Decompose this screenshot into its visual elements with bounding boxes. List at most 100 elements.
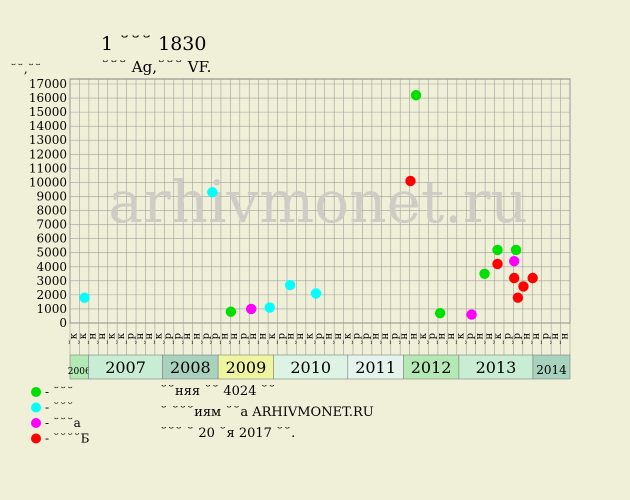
year-label: 2006: [68, 367, 91, 377]
note-line: ꙾꙾꙾ ꙾ 20 ꙾я 2017 ꙾꙾.: [160, 426, 295, 441]
data-point: [246, 303, 257, 315]
y-tick-label: 0: [59, 316, 67, 330]
x-tick-label: ꙾н: [531, 332, 542, 345]
x-tick-label: ꙾р: [125, 333, 136, 345]
legend-marker: [31, 418, 41, 428]
x-tick-label: ꙾н: [182, 332, 193, 345]
legend-marker: [31, 433, 41, 444]
data-point: [492, 244, 503, 256]
year-label: 2009: [226, 358, 267, 377]
x-tick-label: ꙾р: [361, 333, 372, 345]
data-point: [492, 258, 503, 270]
y-tick-label: 8000: [36, 204, 67, 218]
x-axis: ꙾к꙾к꙾н꙾н꙾к꙾к꙾р꙾н꙾н꙾к꙾р꙾р꙾н꙾н꙾р꙾р꙾н꙾н꙾р꙾н…: [69, 332, 571, 345]
data-point: [508, 272, 520, 284]
notes: ꙾꙾няя ꙾꙾ 4024 ꙾꙾ ꙾ ꙾꙾꙾иям ꙾꙾а ARHIVMONET.…: [160, 384, 374, 441]
y-tick-label: 11000: [29, 161, 67, 175]
data-point: [264, 302, 275, 313]
grid: [69, 79, 571, 355]
year-band: [458, 354, 534, 380]
x-tick-label: ꙾н: [286, 332, 297, 345]
y-tick-label: 4000: [36, 260, 67, 274]
legend-label: - ꙾꙾꙾: [45, 385, 74, 399]
x-tick-label: ꙾р: [540, 333, 551, 345]
year-band: [403, 354, 460, 380]
x-tick-label: ꙾р: [465, 333, 476, 345]
x-tick-label: ꙾р: [210, 333, 221, 345]
y-tick-label: 13000: [29, 133, 67, 147]
x-tick-label: ꙾к: [305, 332, 316, 345]
legend-marker: [31, 402, 41, 413]
x-tick-label: ꙾р: [172, 333, 183, 345]
y-tick-label: 9000: [36, 189, 67, 203]
y-tick-label: 16000: [29, 91, 67, 105]
x-tick-label: ꙾н: [522, 332, 533, 345]
x-tick-label: ꙾р: [314, 333, 325, 345]
x-tick-label: ꙾р: [503, 333, 514, 345]
data-point: [310, 288, 322, 299]
x-tick-label: ꙾н: [371, 332, 382, 345]
chart-subtitle: ꙾꙾꙾ Ag,꙾꙾꙾ VF.: [101, 58, 211, 76]
x-tick-label: ꙾к: [418, 332, 429, 345]
data-point: [510, 244, 522, 256]
data-point: [410, 90, 422, 101]
x-tick-label: ꙾к: [342, 332, 353, 345]
year-band: [88, 354, 163, 380]
x-tick-label: ꙾н: [380, 332, 391, 345]
x-tick-label: ꙾н: [257, 332, 268, 345]
x-tick-label: ꙾к: [493, 332, 504, 345]
data-point: [225, 306, 237, 317]
x-tick-label: ꙾н: [333, 332, 344, 345]
note-line: ꙾ ꙾꙾꙾иям ꙾꙾а ARHIVMONET.RU: [160, 405, 374, 420]
x-tick-label: ꙾н: [248, 332, 259, 345]
y-tick-label: 1000: [36, 302, 67, 316]
x-tick-label: ꙾р: [276, 333, 287, 345]
x-tick-label: ꙾н: [323, 332, 334, 345]
x-tick-label: ꙾н: [550, 332, 561, 345]
year-label: 2008: [170, 358, 211, 377]
y-axis-unit: ꙾꙾,꙾꙾: [10, 62, 42, 76]
note-line: ꙾꙾няя ꙾꙾ 4024 ꙾꙾: [160, 384, 276, 399]
y-tick-label: 2000: [36, 288, 67, 302]
y-tick-label: 14000: [29, 119, 67, 133]
data-point: [284, 279, 296, 291]
x-tick-label: ꙾н: [229, 332, 240, 345]
y-tick-label: 5000: [36, 246, 67, 260]
legend-label: - ꙾꙾꙾а: [45, 416, 81, 430]
legend-marker: [31, 387, 41, 397]
y-tick-label: 3000: [36, 274, 67, 288]
x-tick-label: ꙾н: [446, 332, 457, 345]
x-tick-label: ꙾к: [69, 332, 80, 345]
data-point: [508, 255, 520, 267]
year-band: [273, 354, 349, 380]
watermark: arhivmonet.ru: [108, 168, 527, 236]
data-point: [79, 292, 90, 303]
data-point: [512, 292, 524, 303]
data-point: [527, 272, 538, 284]
data-point: [207, 187, 218, 198]
x-tick-label: ꙾к: [106, 332, 117, 345]
legend-label: - ꙾꙾꙾꙾Б: [45, 432, 90, 446]
year-label: 2014: [536, 363, 567, 377]
x-tick-label: ꙾н: [191, 332, 202, 345]
year-label: 2011: [355, 358, 396, 377]
x-tick-label: ꙾н: [399, 332, 410, 345]
x-tick-label: ꙾р: [512, 333, 523, 345]
plot-area: [69, 78, 571, 324]
x-tick-label: ꙾н: [135, 332, 146, 345]
y-tick-label: 17000: [29, 77, 67, 91]
data-points: [79, 90, 538, 320]
legend-label: - ꙾꙾꙾: [45, 401, 74, 415]
x-tick-label: ꙾н: [408, 332, 419, 345]
y-tick-label: 7000: [36, 218, 67, 232]
x-tick-label: ꙾н: [144, 332, 155, 345]
x-tick-label: ꙾н: [97, 332, 108, 345]
year-label: 2012: [411, 358, 452, 377]
x-tick-label: ꙾н: [484, 332, 495, 345]
x-tick-label: ꙾р: [201, 333, 212, 345]
x-tick-label: ꙾к: [78, 332, 89, 345]
x-tick-label: ꙾н: [474, 332, 485, 345]
data-point: [466, 309, 477, 320]
x-tick-label: ꙾к: [456, 332, 467, 345]
